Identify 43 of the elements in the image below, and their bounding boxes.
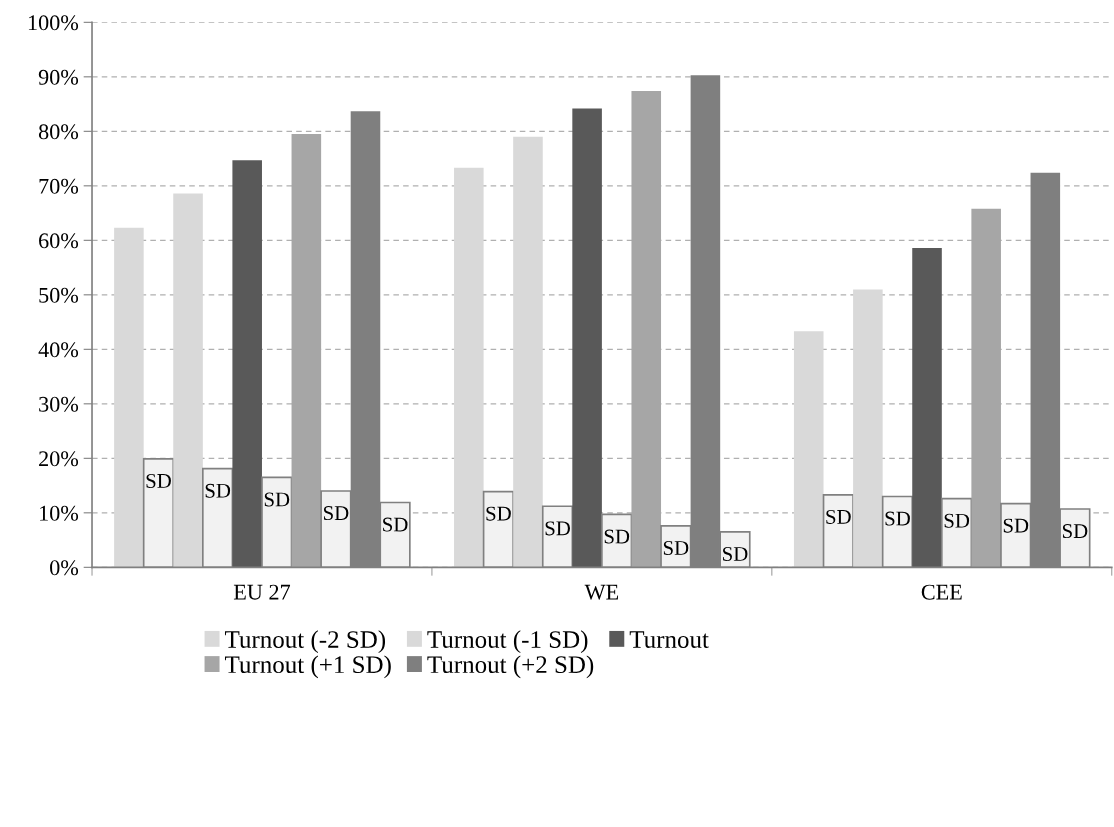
data-label: SD (383, 517, 408, 532)
legend-label: Turnout (629, 631, 709, 648)
bar (232, 160, 262, 568)
legend-label: Turnout (-2 SD) (224, 630, 386, 654)
data-label: SD (323, 506, 349, 521)
x-tick-label: CEE (921, 584, 962, 600)
bar (114, 227, 144, 568)
data-label: SD (885, 511, 910, 526)
bar (853, 289, 883, 568)
data-label: SD (944, 513, 970, 528)
bar (912, 247, 942, 568)
bar (513, 136, 543, 568)
bar (793, 331, 824, 568)
data-label: SD (604, 529, 630, 544)
y-tick-label: 90% (38, 69, 79, 85)
x-tick-label: EU 27 (233, 584, 291, 600)
y-tick-label: 80% (38, 124, 79, 140)
legend-label: Turnout (+1 SD) (224, 655, 391, 679)
y-tick-label: 70% (39, 178, 79, 194)
legend-label: Turnout (-1 SD) (427, 630, 588, 654)
y-tick-label: 60% (39, 233, 79, 249)
y-tick-label: 100% (28, 15, 79, 31)
data-label: SD (205, 483, 231, 498)
data-label: SD (486, 506, 511, 521)
y-tick-label: 40% (38, 342, 79, 358)
x-tick-label: WE (584, 584, 619, 600)
data-label: SD (146, 473, 171, 488)
legend-label: Turnout (+2 SD) (427, 655, 594, 679)
data-label: SD (663, 541, 689, 555)
data-label: SD (723, 547, 748, 561)
bar (572, 108, 602, 568)
data-label: SD (1003, 518, 1029, 533)
y-tick-label: 10% (40, 505, 79, 521)
data-label: SD (1062, 524, 1088, 539)
bar (454, 167, 484, 568)
bar (173, 193, 203, 568)
y-tick-label: 0% (50, 560, 79, 576)
y-tick-label: 50% (39, 287, 79, 303)
data-label: SD (826, 509, 851, 524)
data-label: SD (545, 521, 571, 536)
y-tick-label: 20% (39, 451, 79, 467)
data-label: SD (264, 492, 290, 507)
y-tick-label: 30% (39, 396, 79, 412)
